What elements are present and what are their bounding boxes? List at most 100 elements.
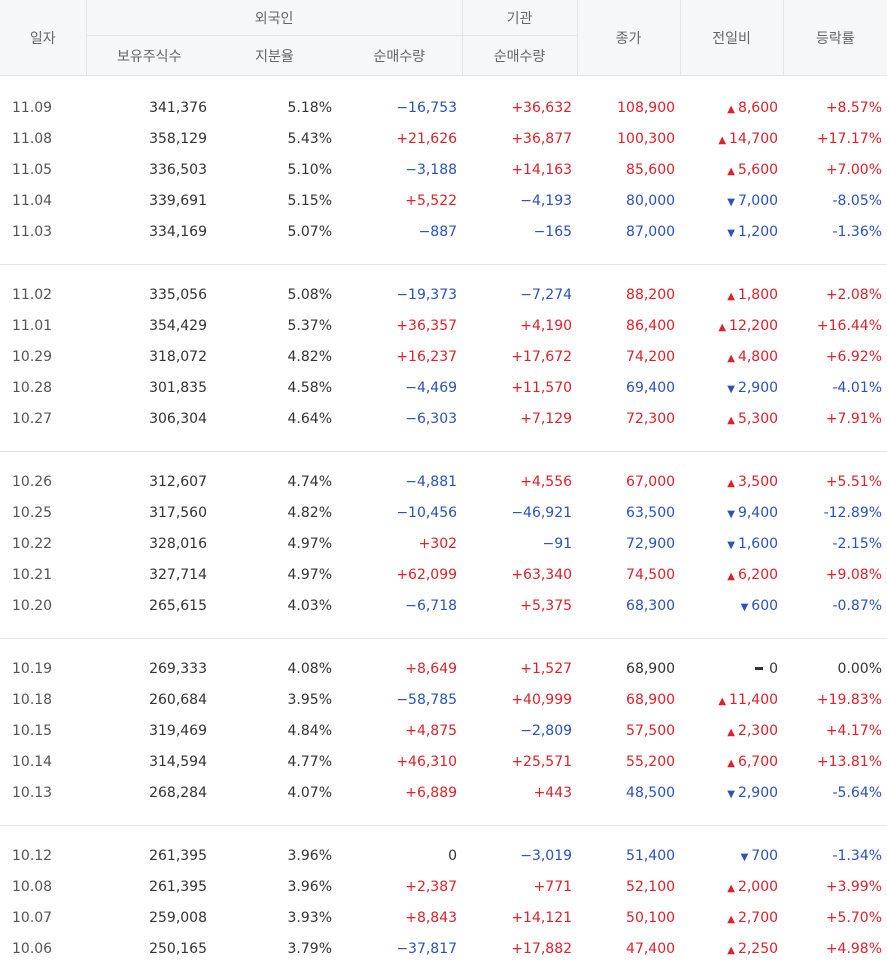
change-value: 0 [769, 661, 778, 677]
cell-share: 4.82% [212, 497, 337, 528]
cell-inst-net: +771 [462, 871, 577, 902]
change-value: 1,600 [738, 536, 778, 552]
cell-share: 3.96% [212, 840, 337, 871]
cell-foreign-net: −6,718 [337, 590, 462, 621]
cell-close: 47,400 [577, 933, 680, 964]
arrow-up-icon: ▲ [727, 945, 735, 956]
change-value: 8,600 [738, 100, 778, 116]
cell-date: 10.14 [0, 746, 86, 777]
cell-rate: +5.51% [783, 466, 887, 497]
group-spacer [0, 265, 887, 279]
cell-foreign-net: +5,522 [337, 185, 462, 216]
cell-inst-net: +11,570 [462, 372, 577, 403]
cell-share: 4.74% [212, 466, 337, 497]
change-value: 9,400 [738, 505, 778, 521]
cell-date: 10.18 [0, 684, 86, 715]
cell-share: 5.37% [212, 310, 337, 341]
arrow-up-icon: ▲ [727, 758, 735, 769]
cell-close: 50,100 [577, 902, 680, 933]
cell-change: ▲2,700 [680, 902, 783, 933]
arrow-down-icon: ▼ [741, 852, 749, 863]
group-spacer [0, 808, 887, 826]
cell-foreign-net: −10,456 [337, 497, 462, 528]
cell-share: 4.03% [212, 590, 337, 621]
header-change: 전일비 [680, 0, 783, 76]
cell-inst-net: +443 [462, 777, 577, 808]
cell-share: 4.07% [212, 777, 337, 808]
cell-share: 3.96% [212, 871, 337, 902]
cell-share: 4.84% [212, 715, 337, 746]
cell-foreign-net: +4,875 [337, 715, 462, 746]
cell-foreign-net: +62,099 [337, 559, 462, 590]
header-foreign: 외국인 [86, 0, 462, 36]
cell-inst-net: +4,556 [462, 466, 577, 497]
cell-date: 10.08 [0, 871, 86, 902]
cell-holdings: 328,016 [86, 528, 212, 559]
cell-inst-net: +36,877 [462, 123, 577, 154]
cell-holdings: 341,376 [86, 92, 212, 123]
cell-holdings: 250,165 [86, 933, 212, 964]
arrow-up-icon: ▲ [727, 166, 735, 177]
cell-share: 5.18% [212, 92, 337, 123]
cell-foreign-net: +46,310 [337, 746, 462, 777]
cell-inst-net: +63,340 [462, 559, 577, 590]
group-spacer [0, 434, 887, 452]
group-spacer [0, 639, 887, 653]
arrow-down-icon: ▼ [741, 602, 749, 613]
arrow-down-icon: ▼ [727, 228, 735, 239]
cell-close: 74,500 [577, 559, 680, 590]
arrow-up-icon: ▲ [727, 478, 735, 489]
cell-share: 4.77% [212, 746, 337, 777]
cell-foreign-net: −16,753 [337, 92, 462, 123]
cell-inst-net: −3,019 [462, 840, 577, 871]
dash-icon [755, 667, 763, 670]
cell-holdings: 269,333 [86, 653, 212, 684]
arrow-down-icon: ▼ [727, 789, 735, 800]
cell-date: 10.13 [0, 777, 86, 808]
cell-foreign-net: −58,785 [337, 684, 462, 715]
cell-holdings: 318,072 [86, 341, 212, 372]
change-value: 1,200 [738, 224, 778, 240]
cell-change: ▲12,200 [680, 310, 783, 341]
cell-share: 4.08% [212, 653, 337, 684]
cell-share: 4.58% [212, 372, 337, 403]
cell-close: 108,900 [577, 92, 680, 123]
cell-change: ▲14,700 [680, 123, 783, 154]
arrow-up-icon: ▲ [727, 571, 735, 582]
change-value: 3,500 [738, 474, 778, 490]
cell-inst-net: +17,672 [462, 341, 577, 372]
cell-rate: -12.89% [783, 497, 887, 528]
cell-inst-net: +14,163 [462, 154, 577, 185]
cell-date: 11.01 [0, 310, 86, 341]
cell-foreign-net: −887 [337, 216, 462, 247]
arrow-up-icon: ▲ [727, 914, 735, 925]
cell-close: 67,000 [577, 466, 680, 497]
header-date: 일자 [0, 0, 86, 76]
cell-foreign-net: +8,843 [337, 902, 462, 933]
change-value: 6,200 [738, 567, 778, 583]
change-value: 600 [751, 598, 778, 614]
cell-close: 68,900 [577, 684, 680, 715]
arrow-down-icon: ▼ [727, 197, 735, 208]
header-inst-net: 순매수량 [462, 36, 577, 76]
change-value: 2,000 [738, 879, 778, 895]
cell-close: 55,200 [577, 746, 680, 777]
cell-close: 80,000 [577, 185, 680, 216]
cell-date: 10.29 [0, 341, 86, 372]
cell-rate: +7.91% [783, 403, 887, 434]
cell-close: 63,500 [577, 497, 680, 528]
arrow-up-icon: ▲ [727, 727, 735, 738]
header-close: 종가 [577, 0, 680, 76]
cell-close: 88,200 [577, 279, 680, 310]
cell-holdings: 265,615 [86, 590, 212, 621]
